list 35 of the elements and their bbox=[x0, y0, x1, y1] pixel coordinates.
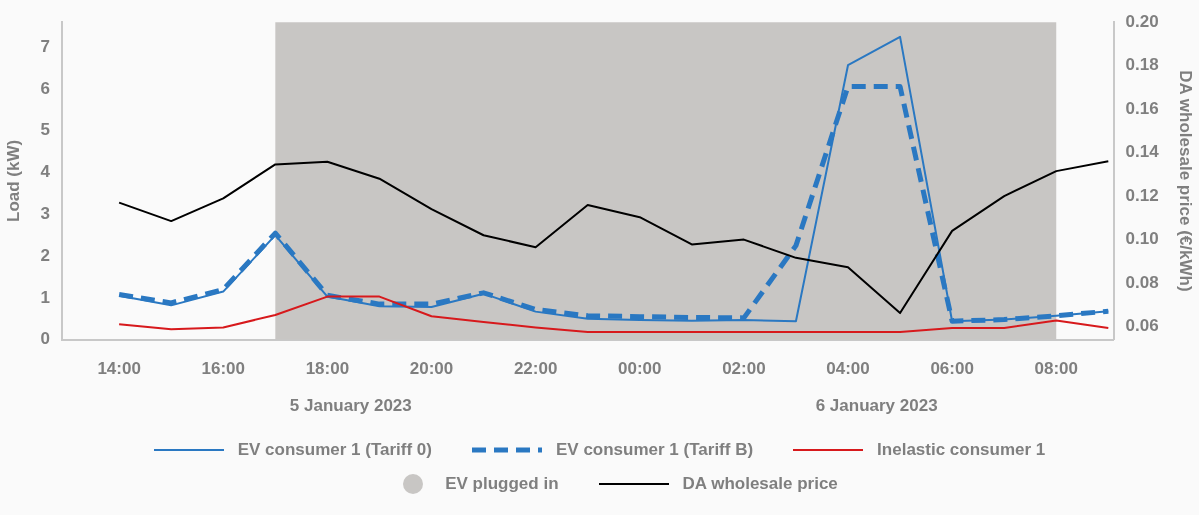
x-tick-label: 08:00 bbox=[1034, 359, 1078, 379]
x-tick-label: 18:00 bbox=[305, 359, 350, 379]
x-tick-label: 00:00 bbox=[618, 359, 662, 379]
legend-label: EV consumer 1 (Tariff B) bbox=[555, 440, 754, 460]
y2-tick-label: 0.08 bbox=[1125, 272, 1159, 292]
y-tick-label: 1 bbox=[40, 287, 50, 307]
y2-tick-label: 0.18 bbox=[1125, 55, 1159, 75]
y-tick-label: 2 bbox=[40, 245, 50, 265]
text: 5 January 2023 bbox=[289, 396, 412, 416]
text: 6 January 2023 bbox=[815, 396, 938, 416]
y2-tick-label: 0.20 bbox=[1125, 11, 1159, 31]
x-tick-label: 02:00 bbox=[722, 359, 766, 379]
legend-label: DA wholesale price bbox=[682, 474, 838, 494]
y2-tick-label: 0.06 bbox=[1125, 316, 1159, 336]
y2-tick-label: 0.12 bbox=[1125, 185, 1159, 205]
y-tick-label: 4 bbox=[40, 162, 51, 182]
y2-tick-label: 0.14 bbox=[1125, 142, 1160, 162]
x-tick-label: 06:00 bbox=[930, 359, 974, 379]
y-axis-title: Load (kW) bbox=[3, 139, 23, 222]
legend-label: EV plugged in bbox=[445, 474, 559, 494]
y2-tick-label: 0.10 bbox=[1125, 229, 1159, 249]
y2-tick-label: 0.16 bbox=[1125, 98, 1159, 118]
legend-label: Inelastic consumer 1 bbox=[877, 440, 1046, 460]
y-tick-label: 7 bbox=[40, 36, 50, 56]
y-tick-label: 6 bbox=[40, 78, 50, 98]
x-tick-label: 22:00 bbox=[513, 359, 558, 379]
y-tick-label: 5 bbox=[40, 120, 50, 140]
legend-label: EV consumer 1 (Tariff 0) bbox=[237, 440, 432, 460]
x-tick-label: 14:00 bbox=[97, 359, 141, 379]
x-tick-label: 16:00 bbox=[201, 359, 245, 379]
y-tick-label: 3 bbox=[40, 204, 50, 223]
y2-axis-title: DA wholesale price (€/kWh) bbox=[1176, 70, 1196, 292]
x-tick-label: 20:00 bbox=[409, 359, 454, 379]
x-tick-label: 04:00 bbox=[826, 359, 870, 379]
y-tick-label: 0 bbox=[40, 329, 50, 349]
